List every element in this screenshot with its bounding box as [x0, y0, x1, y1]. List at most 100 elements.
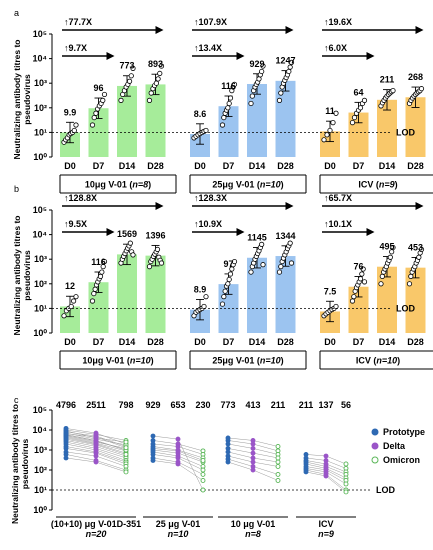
panel-a-data-point	[327, 127, 333, 134]
panel-a-x-tick-label: D14	[119, 161, 136, 171]
panel-a-data-point	[128, 73, 134, 79]
panel-a-x-tick-label: D7	[93, 161, 105, 171]
panel-a-data-point	[276, 97, 283, 103]
panel-a-x-tick-label: D7	[223, 161, 235, 171]
panel-b-data-point	[127, 240, 133, 246]
panel-b-data-point	[406, 281, 413, 287]
panel-c-value-label: 413	[245, 400, 260, 410]
panel-c-group-n: n=20	[86, 529, 107, 539]
panel-a-group-label-part: )	[281, 180, 284, 190]
panel-b-y-tick-label: 10¹	[34, 303, 47, 313]
panel-a-data-point	[287, 64, 293, 70]
panel-c-value-label: 230	[195, 400, 210, 410]
panel-b-fold-arrowhead	[366, 228, 375, 236]
legend-label-omicron: Omicron	[383, 455, 420, 465]
panel-b-value-label: 7.5	[324, 286, 337, 296]
panel-b-data-point	[418, 246, 425, 253]
panel-a-y-tick-label: 10⁴	[33, 54, 47, 64]
panel-b-bar	[145, 255, 166, 333]
panel-c-data-point	[250, 467, 256, 473]
panel-b-data-point	[408, 273, 414, 279]
panel-b-data-point	[357, 276, 364, 282]
panel-a-group-label: 10μg V-01 (n=8)	[85, 180, 151, 190]
panel-a-group-label-part: n=9	[379, 180, 395, 190]
panel-b-group-label-part: 25μg V-01 (	[212, 356, 260, 366]
panel-b-data-point	[359, 271, 365, 277]
panel-c-data-point	[225, 441, 231, 447]
panel-a-data-point	[361, 97, 368, 103]
panel-a-data-point	[351, 114, 358, 121]
panel-a-x-tick-label: D28	[277, 161, 294, 171]
panel-a-data-point	[330, 120, 336, 126]
panel-label-c: c	[14, 395, 19, 405]
panel-c-data-point	[175, 455, 181, 461]
panel-a-data-point	[225, 105, 231, 111]
panel-c-data-point	[150, 458, 156, 463]
panel-a-value-label: 268	[408, 72, 423, 82]
panel-a-data-point	[288, 59, 295, 66]
panel-c-data-point	[123, 451, 129, 457]
panel-a-data-point	[418, 86, 425, 92]
panel-a-data-point	[157, 70, 163, 77]
panel-a-bar	[405, 97, 426, 157]
panel-a-data-point	[278, 90, 284, 96]
panel-a-data-point	[100, 97, 106, 103]
panel-c-group-n: n=10	[168, 529, 189, 539]
panel-c-data-point	[225, 435, 231, 441]
panel-c-data-point	[200, 471, 206, 477]
panel-c-data-point	[200, 458, 206, 463]
panel-a-x-tick-label: D28	[147, 161, 164, 171]
panel-c-value-label: 773	[220, 400, 235, 410]
panel-b-fold-label: ↑128.8X	[64, 193, 97, 203]
panel-a-data-point	[259, 68, 265, 75]
panel-b-data-point	[73, 294, 79, 300]
panel-c-y-label: Neutralizing antibody titres to pseudovir…	[10, 404, 30, 524]
panel-b-data-point	[130, 252, 136, 258]
panel-b-x-tick-label: D0	[64, 337, 76, 347]
panel-c-data-point	[93, 453, 99, 459]
panel-b-data-point	[379, 273, 385, 279]
panel-a-data-point	[219, 122, 226, 128]
panel-b-data-point	[158, 260, 165, 266]
panel-a-fold-label: ↑13.4X	[194, 43, 222, 53]
panel-c-data-point	[303, 469, 309, 475]
panel-c-data-point	[150, 445, 156, 451]
panel-c-data-point	[200, 478, 206, 483]
panel-c-y-tick-label: 10¹	[34, 485, 47, 495]
panel-b-data-point	[100, 264, 106, 270]
panel-c-data-point	[250, 438, 256, 443]
panel-c-data-point	[250, 445, 256, 451]
panel-b-data-point	[221, 294, 227, 300]
panel-b-fold-arrowhead	[285, 202, 294, 210]
panel-a-data-point	[158, 63, 165, 69]
panel-c-lod-label: LOD	[376, 485, 395, 495]
panel-a-x-tick-label: D0	[324, 161, 336, 171]
panel-a-data-point	[324, 132, 330, 138]
panel-c-data-point	[200, 487, 206, 493]
panel-c-group-label: 10 μg V-01	[231, 519, 276, 529]
panel-b-group-label-part: )	[151, 356, 154, 366]
panel-a-value-label: 929	[249, 59, 264, 69]
panel-b-y-tick-label: 10³	[34, 254, 47, 264]
panel-b-data-point	[276, 269, 283, 275]
panel-b-y-tick-label: 10⁴	[33, 230, 47, 240]
panel-a-group-label-part: ICV (	[358, 180, 379, 190]
panel-c-group-n: n=9	[318, 529, 334, 539]
panel-c-data-point	[225, 449, 231, 455]
panel-c-data-point	[323, 453, 329, 459]
panel-b-group-label-part: )	[281, 356, 284, 366]
panel-c-data-point	[275, 459, 281, 465]
panel-b-data-point	[360, 266, 366, 272]
panel-c-data-point	[250, 459, 256, 465]
panel-b-fold-label: ↑65.7X	[324, 193, 352, 203]
panel-b-data-point	[101, 258, 108, 265]
panel-c-y-label-line: pseudovirus	[20, 438, 30, 489]
panel-a-y-tick-label: 10⁰	[33, 152, 47, 162]
panel-a-data-point	[248, 100, 254, 107]
panel-c-group-label: (10+10) μg V-01D-351	[51, 519, 141, 529]
panel-a-data-point	[155, 76, 161, 82]
panel-b-y-tick-label: 10²	[34, 279, 47, 289]
panel-b-data-point	[222, 288, 228, 294]
panel-b-group-label-part: 10μg V-01 (	[82, 356, 130, 366]
